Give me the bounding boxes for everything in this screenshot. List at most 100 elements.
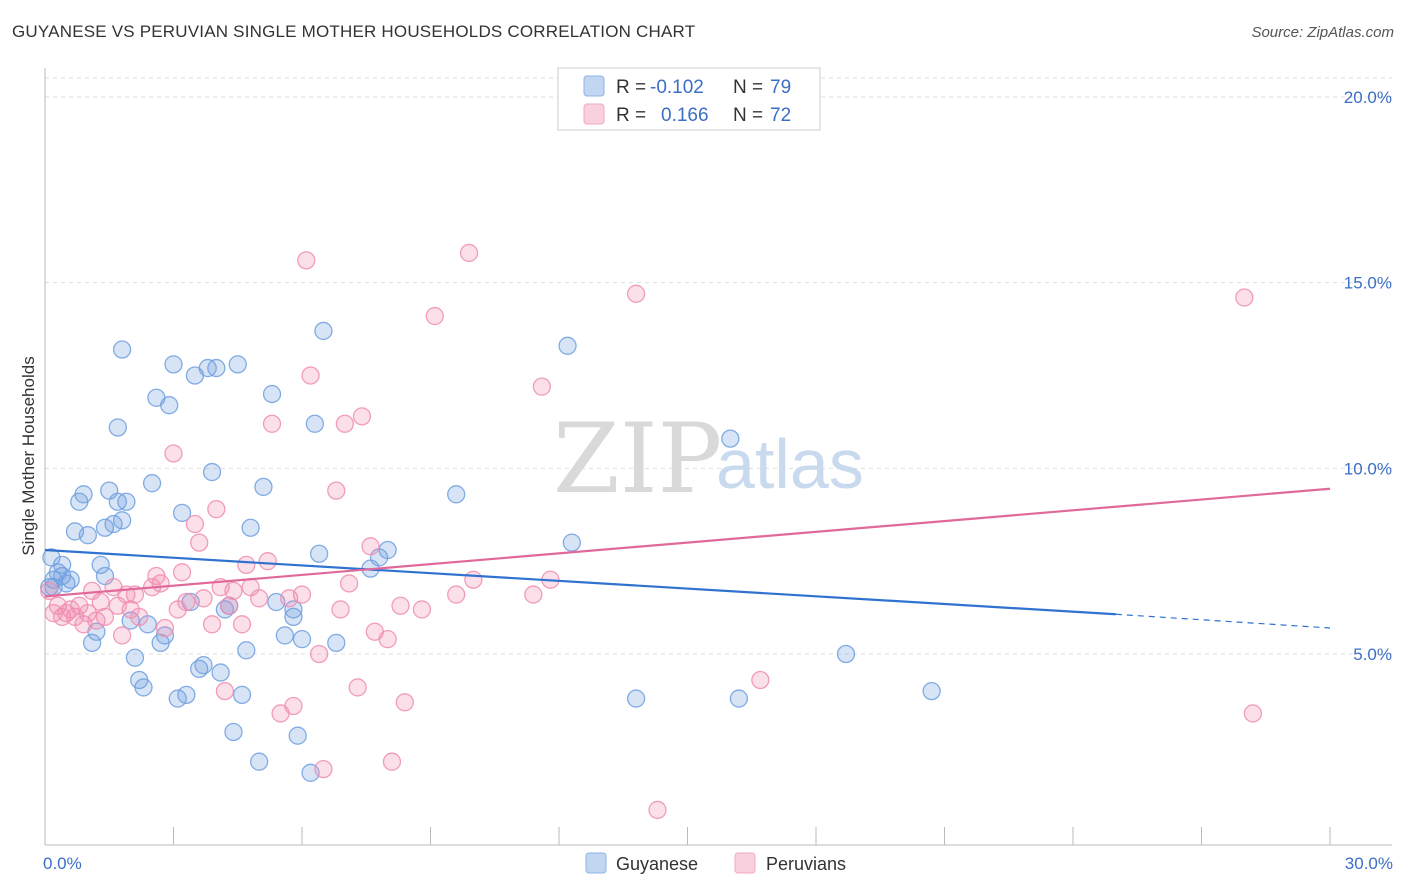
point-peruvians-65	[425, 306, 444, 326]
point-guyanese-56	[284, 607, 303, 627]
point-guyanese-10	[78, 526, 97, 545]
point-guyanese-32	[164, 355, 183, 374]
point-peruvians-72	[626, 284, 646, 303]
point-peruvians-74	[751, 670, 770, 690]
legend-r-label-guyanese: R =	[616, 77, 646, 98]
point-peruvians-36	[220, 596, 239, 615]
series-legend: Guyanese Peruvians	[585, 852, 846, 874]
point-peruvians-24	[155, 618, 175, 638]
point-guyanese-63	[314, 321, 333, 341]
point-peruvians-33	[207, 500, 226, 519]
point-guyanese-9	[74, 485, 93, 504]
point-guyanese-52	[254, 477, 273, 497]
chart-title: GUYANESE VS PERUVIAN SINGLE MOTHER HOUSE…	[12, 22, 696, 41]
point-peruvians-61	[382, 752, 402, 771]
point-peruvians-12	[91, 592, 110, 612]
series-legend-swatch-peruvians	[734, 852, 756, 874]
watermark-atlas: atlas	[716, 425, 864, 503]
legend-r-value-guyanese: -0.102	[650, 77, 704, 98]
point-peruvians-35	[215, 681, 235, 701]
point-guyanese-46	[224, 722, 243, 742]
data-points	[40, 243, 1263, 820]
point-guyanese-23	[125, 648, 145, 667]
point-guyanese-64	[327, 633, 346, 653]
series-legend-label-peruvians: Peruvians	[766, 854, 846, 874]
legend-n-value-peruvians: 72	[770, 105, 791, 126]
legend-swatch-peruvians	[583, 103, 605, 125]
point-peruvians-49	[301, 366, 320, 385]
point-guyanese-69	[558, 336, 577, 355]
point-peruvians-52	[327, 481, 346, 500]
point-peruvians-28	[177, 592, 196, 612]
point-guyanese-35	[177, 685, 196, 704]
point-guyanese-48	[232, 685, 252, 704]
point-guyanese-53	[262, 384, 282, 404]
tick-labels: 5.0% 10.0% 15.0% 20.0% 0.0% 30.0%	[43, 88, 1393, 873]
point-peruvians-51	[314, 759, 333, 779]
legend-n-label-guyanese: N =	[733, 77, 763, 98]
point-peruvians-38	[232, 615, 252, 634]
point-guyanese-51	[250, 752, 269, 771]
chart-source: Source: ZipAtlas.com	[1251, 24, 1394, 41]
point-peruvians-62	[391, 596, 410, 615]
x-tick-label-min: 0.0%	[43, 854, 82, 873]
point-peruvians-64	[412, 600, 432, 619]
point-peruvians-13	[95, 607, 115, 627]
point-peruvians-41	[250, 589, 269, 608]
point-peruvians-16	[112, 626, 132, 645]
point-guyanese-30	[155, 626, 175, 645]
point-guyanese-50	[241, 518, 260, 537]
point-peruvians-76	[1243, 704, 1263, 723]
point-peruvians-32	[202, 615, 222, 634]
point-peruvians-46	[284, 696, 303, 716]
point-guyanese-75	[922, 681, 941, 701]
point-guyanese-22	[112, 340, 132, 359]
legend-swatch-guyanese	[583, 75, 605, 97]
point-peruvians-43	[262, 414, 282, 433]
point-peruvians-31	[194, 589, 213, 608]
axes	[44, 68, 1392, 846]
point-guyanese-42	[207, 358, 226, 378]
point-peruvians-47	[292, 585, 312, 604]
point-guyanese-21	[108, 418, 127, 437]
y-tick-label-15: 15.0%	[1344, 274, 1392, 293]
point-peruvians-73	[648, 800, 667, 820]
point-guyanese-43	[211, 663, 230, 682]
point-peruvians-23	[151, 574, 170, 593]
point-peruvians-29	[185, 514, 205, 534]
point-peruvians-54	[335, 414, 354, 433]
correlation-legend: R = -0.102 N = 79 R = 0.166 N = 72	[557, 67, 821, 131]
point-guyanese-76	[42, 548, 61, 567]
point-peruvians-53	[331, 600, 350, 619]
point-guyanese-12	[82, 633, 102, 653]
point-guyanese-70	[562, 533, 581, 552]
point-guyanese-71	[626, 689, 646, 708]
legend-n-label-peruvians: N =	[733, 105, 763, 126]
point-peruvians-70	[532, 377, 552, 396]
point-guyanese-20	[112, 511, 132, 530]
point-guyanese-73	[729, 689, 749, 708]
point-peruvians-42	[258, 552, 277, 571]
trend-line-peruvians	[44, 487, 1331, 598]
point-guyanese-49	[237, 641, 256, 660]
point-peruvians-39	[237, 555, 256, 575]
point-guyanese-27	[142, 474, 162, 493]
point-peruvians-58	[361, 537, 380, 556]
y-tick-label-10: 10.0%	[1344, 459, 1392, 478]
point-guyanese-13	[91, 555, 110, 575]
point-peruvians-30	[190, 533, 209, 552]
point-peruvians-55	[339, 574, 359, 593]
point-peruvians-27	[172, 563, 192, 582]
watermark-zip: ZIP	[553, 403, 722, 515]
legend-n-value-guyanese: 79	[770, 77, 791, 98]
point-peruvians-37	[224, 581, 243, 601]
y-axis-title: Single Mother Households	[19, 356, 38, 555]
point-guyanese-74	[836, 644, 856, 664]
point-guyanese-67	[378, 540, 397, 560]
point-peruvians-48	[297, 251, 316, 270]
point-peruvians-66	[447, 585, 466, 604]
point-guyanese-72	[721, 429, 740, 448]
trend-line-extension-guyanese	[1115, 613, 1331, 629]
y-tick-label-5: 5.0%	[1353, 645, 1392, 664]
point-peruvians-56	[348, 678, 367, 697]
